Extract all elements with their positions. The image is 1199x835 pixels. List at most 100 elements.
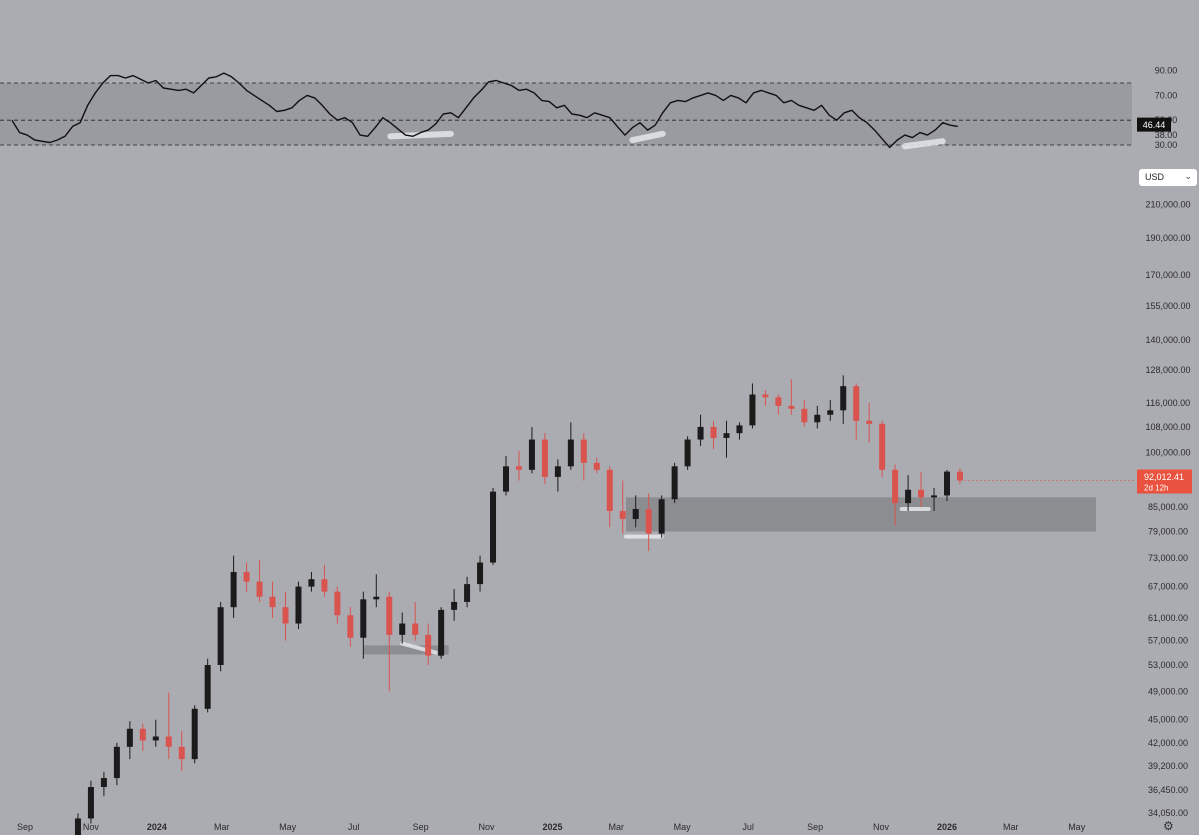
candle [684,436,691,470]
candle [477,555,484,592]
price-tick-label: 155,000.00 [1145,301,1190,311]
candle [749,383,756,429]
candle [282,591,289,641]
chevron-down-icon: ⌄ [1184,171,1192,181]
price-tick-label: 140,000.00 [1145,335,1190,345]
candle-body [152,736,159,741]
candle-body [801,408,808,423]
candle-body [399,623,406,635]
candle-body [710,426,717,438]
candle [464,576,471,608]
price-tick-label: 210,000.00 [1145,200,1190,210]
candle [490,487,497,565]
candle [178,731,185,772]
candle-body [191,708,198,760]
rsi-band [0,83,1132,145]
candle-body [74,818,81,835]
rsi-value-badge [1137,117,1171,132]
price-tick-label: 34,050.00 [1148,808,1188,818]
candle-body [866,420,873,424]
rsi-tick-label: 38.00 [1155,130,1178,140]
candle [528,426,535,474]
candle [801,400,808,427]
rsi-tick-label: 90.00 [1155,66,1178,76]
candle-body [502,466,509,492]
rsi-tick-label: 70.00 [1155,90,1178,100]
candle [100,771,107,797]
countdown-label: 2d 12h [1144,484,1168,493]
candle [788,379,795,415]
candle [515,450,522,481]
candle [139,723,146,751]
rsi-highlight-mark [629,130,666,144]
candle-body [892,469,899,504]
candle [645,493,652,552]
candle-body [490,491,497,563]
candle-body [243,571,250,582]
candle [217,601,224,672]
price-tick-label: 108,000.00 [1145,422,1190,432]
candle-body [334,591,341,616]
candle [541,433,548,485]
rsi-line [11,72,958,149]
candle-body [684,439,691,467]
candle-body [931,495,938,498]
candle [632,495,639,528]
candle [165,692,172,760]
candle [308,571,315,592]
candle-body [217,607,224,666]
current-price-label: 92,012.41 [1144,472,1184,482]
candle-body [956,471,963,481]
time-tick-label: Nov [479,822,496,832]
candle-body [528,439,535,470]
candle [334,586,341,624]
candle [905,475,912,511]
candle [814,405,821,429]
rsi-tick-label: 30.00 [1155,140,1178,150]
candle-body [788,405,795,409]
support-zone [363,645,449,655]
candle-body [360,599,367,638]
price-tick-label: 116,000.00 [1146,398,1190,408]
currency-dropdown[interactable]: USD ⌄ [1139,169,1197,186]
candle-body [373,596,380,600]
candle [295,581,302,630]
time-tick-label: Jul [742,822,754,832]
price-tick-label: 39,200.00 [1148,761,1188,771]
candle-body [944,471,950,496]
candle-body [879,423,886,470]
price-tick-label: 45,000.00 [1148,715,1188,725]
candle [567,422,574,470]
candle-body [282,607,289,624]
candle [580,433,587,481]
candle [386,591,393,692]
time-tick-label: 2026 [937,822,957,832]
candle [619,480,626,534]
time-tick-label: Mar [1003,822,1019,832]
candle-body [762,394,769,398]
rsi-value-label: 46.44 [1143,120,1166,130]
candle [918,471,925,508]
time-tick-label: Sep [17,822,33,832]
candle [944,469,950,502]
candle-body [165,736,172,747]
candle [230,555,237,618]
candle [827,400,834,421]
candle [373,574,380,608]
candle [736,422,743,440]
candle [191,705,198,764]
candle-body [619,510,626,520]
price-pane[interactable]: 210,000.00 190,000.00 170,000.00 155,000.00… [0,160,1199,835]
candle-body [113,746,120,779]
candle-body [775,397,782,406]
time-tick-label: 2025 [542,822,562,832]
candle [269,581,276,618]
candle-body [139,728,146,741]
candle-body [853,386,860,421]
candle-body [749,394,756,426]
candle [606,466,613,528]
candle [554,459,561,492]
gear-icon[interactable]: ⚙ [1163,819,1174,833]
